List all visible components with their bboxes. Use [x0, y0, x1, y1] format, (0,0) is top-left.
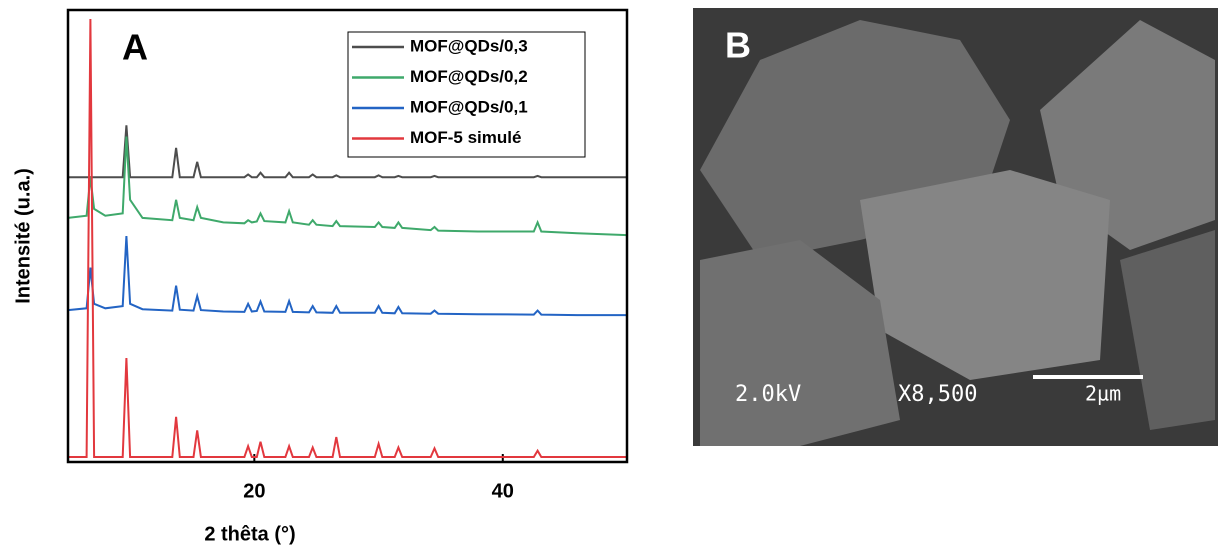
legend-label: MOF-5 simulé: [410, 128, 521, 147]
sem-image: B 2.0kV X8,500 2µm: [693, 8, 1218, 446]
legend-label: MOF@QDs/0,3: [410, 36, 528, 55]
plot-frame: [66, 8, 629, 464]
series-line: [68, 18, 627, 458]
legend-box: [347, 31, 586, 158]
legend-label: MOF@QDs/0,1: [410, 97, 528, 116]
x-tick-label: 20: [243, 480, 265, 502]
series-line: [68, 125, 627, 179]
sem-magnification: X8,500: [898, 382, 977, 407]
sem-voltage: 2.0kV: [735, 382, 801, 407]
sem-crystal: [700, 240, 900, 446]
legend: MOF@QDs/0,3 MOF@QDs/0,2 MOF@QDs/0,1 MOF-5 s…: [347, 31, 586, 158]
panel-label: B: [725, 25, 751, 66]
sem-crystal: [1120, 230, 1215, 430]
sem-scale: 2µm: [1085, 382, 1121, 406]
series-line: [67, 136, 628, 237]
x-axis-label: 2 thêta (°): [204, 523, 295, 545]
series-line: [67, 235, 627, 317]
sem-crystal: [860, 170, 1110, 380]
legend-label: MOF@QDs/0,2: [410, 67, 528, 86]
panel-label: A: [122, 27, 148, 68]
x-tick-label: 40: [492, 480, 514, 502]
y-axis-label: Intensité (u.a.): [12, 168, 34, 304]
